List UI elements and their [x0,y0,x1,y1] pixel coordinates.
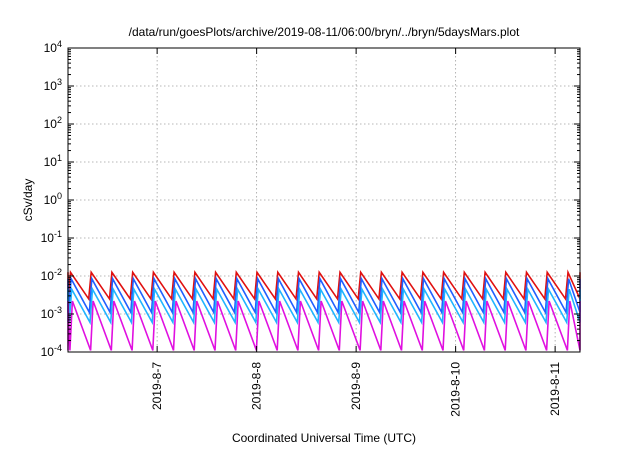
x-tick-label: 2019-8-10 [449,362,463,417]
y-tick-label: 10-4 [41,343,62,359]
x-tick-label: 2019-8-9 [349,362,363,410]
x-tick-label: 2019-8-7 [150,362,164,410]
series-line [67,300,581,351]
x-axis-label: Coordinated Universal Time (UTC) [232,431,416,445]
series-line [67,269,581,302]
y-tick-label: 101 [44,153,62,169]
x-tick-label: 2019-8-8 [250,362,264,410]
y-tick-label: 10-3 [41,305,62,321]
y-tick-label: 10-1 [41,229,62,245]
y-tick-label: 100 [44,191,62,207]
series-layer [67,269,581,351]
y-tick-label: 104 [44,39,62,55]
axes: 10-4 10-3 10-2 10-1 100 101 102 103 104 2019-8-7 2… [41,39,580,417]
x-tick-label: 2019-8-11 [548,362,562,416]
chart-title: /data/run/goesPlots/archive/2019-08-11/0… [129,25,520,39]
grid [68,48,580,352]
series-line [67,275,581,316]
y-tick-label: 10-2 [41,267,62,283]
y-tick-label: 102 [44,115,62,131]
y-axis-label: cSv/day [21,179,35,222]
series-line [67,286,581,326]
y-tick-label: 103 [44,77,62,93]
